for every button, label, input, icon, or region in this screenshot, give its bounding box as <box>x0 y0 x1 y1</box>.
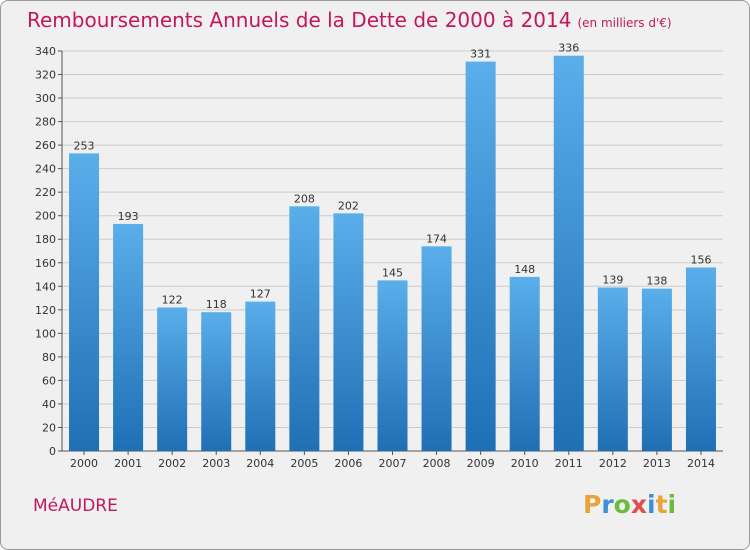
y-tick-label: 40 <box>42 398 56 411</box>
y-tick-label: 320 <box>35 69 56 82</box>
y-tick-label: 80 <box>42 351 56 364</box>
bar <box>509 276 540 451</box>
chart-unit: (en milliers d'€) <box>577 16 672 30</box>
bar-value-label: 145 <box>382 266 403 279</box>
y-tick-label: 300 <box>35 92 56 105</box>
x-tick-label: 2005 <box>290 457 318 470</box>
y-tick-label: 120 <box>35 304 56 317</box>
bar-value-label: 208 <box>294 192 315 205</box>
x-tick-label: 2007 <box>379 457 407 470</box>
x-tick-label: 2008 <box>423 457 451 470</box>
x-tick-label: 2011 <box>555 457 583 470</box>
logo-letter: i <box>647 490 656 519</box>
y-tick-label: 20 <box>42 421 56 434</box>
y-tick-label: 340 <box>35 45 56 58</box>
x-tick-label: 2009 <box>467 457 495 470</box>
bar-value-label: 331 <box>470 48 491 61</box>
commune-name: MéAUDRE <box>33 496 118 516</box>
x-tick-label: 2006 <box>334 457 362 470</box>
y-tick-label: 240 <box>35 163 56 176</box>
y-tick-label: 280 <box>35 116 56 129</box>
chart-title: Remboursements Annuels de la Dette de 20… <box>27 8 672 32</box>
y-tick-label: 220 <box>35 186 56 199</box>
y-tick-label: 200 <box>35 210 56 223</box>
x-tick-label: 2010 <box>511 457 539 470</box>
x-tick-label: 2012 <box>599 457 627 470</box>
x-tick-label: 2003 <box>202 457 230 470</box>
bar-value-label: 122 <box>162 293 183 306</box>
y-tick-label: 160 <box>35 257 56 270</box>
bar-value-label: 253 <box>74 139 95 152</box>
bar-value-label: 138 <box>646 275 667 288</box>
y-tick-label: 180 <box>35 233 56 246</box>
bar-value-label: 118 <box>206 298 227 311</box>
x-tick-label: 2013 <box>643 457 671 470</box>
bar-value-label: 148 <box>514 263 535 276</box>
bar <box>157 307 188 451</box>
bar <box>333 213 364 451</box>
y-tick-label: 0 <box>49 445 56 458</box>
x-tick-label: 2014 <box>687 457 715 470</box>
chart-title-text: Remboursements Annuels de la Dette de 20… <box>27 8 572 32</box>
bar <box>421 246 452 451</box>
bar <box>465 61 496 452</box>
bar <box>245 301 276 451</box>
logo-letter: x <box>630 490 647 519</box>
bar-value-label: 127 <box>250 288 271 301</box>
bar-value-label: 174 <box>426 232 447 245</box>
bar <box>685 267 716 451</box>
x-tick-label: 2001 <box>114 457 142 470</box>
bar-value-label: 139 <box>602 273 623 286</box>
y-tick-label: 140 <box>35 280 56 293</box>
logo-letter: P <box>583 490 602 519</box>
bar <box>641 288 672 451</box>
logo-letter: i <box>667 490 677 519</box>
x-tick-label: 2000 <box>70 457 98 470</box>
x-tick-label: 2004 <box>246 457 274 470</box>
logo-letter: o <box>613 490 631 519</box>
bar-value-label: 336 <box>558 42 579 55</box>
bar <box>113 223 144 451</box>
y-tick-label: 60 <box>42 374 56 387</box>
x-tick-label: 2002 <box>158 457 186 470</box>
bar-value-label: 156 <box>690 253 711 266</box>
bar <box>553 55 584 452</box>
logo-letter: t <box>655 490 668 519</box>
bar <box>201 312 232 451</box>
bar-value-label: 193 <box>118 210 139 223</box>
bar <box>69 153 100 451</box>
bar <box>377 280 408 451</box>
bar <box>289 206 320 451</box>
proxiti-logo: Proxiti <box>583 490 676 519</box>
y-tick-label: 100 <box>35 327 56 340</box>
bar-value-label: 202 <box>338 199 359 212</box>
y-tick-label: 260 <box>35 139 56 152</box>
logo-letter: r <box>601 490 614 519</box>
bar <box>597 287 628 451</box>
